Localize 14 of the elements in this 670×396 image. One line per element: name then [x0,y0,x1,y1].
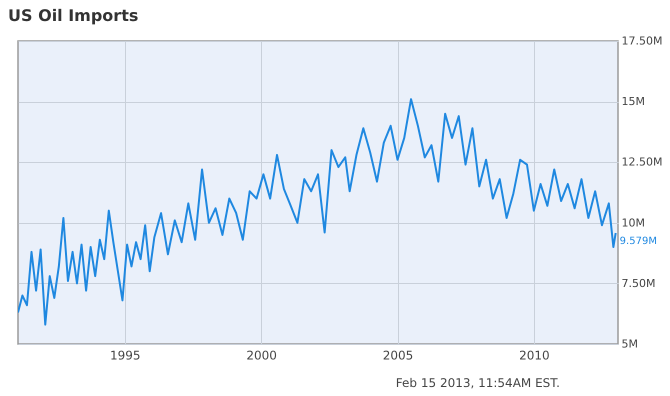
x-tick-label: 2000 [246,348,277,362]
y-tick-label: 17.50M [622,34,662,48]
text: Feb 15 2013, 11:54AM EST. [396,376,560,390]
y-tick-label: 7.50M [622,276,656,290]
annotation: 9.579M [620,236,657,248]
y-tick-label: 10M [622,216,645,230]
x-tick-label: 2005 [382,348,414,362]
y-tick-label: 12.50M [622,156,662,169]
x-tick-label: 2010 [519,348,550,362]
y-tick-label: 15M [622,95,645,108]
line-series [18,98,617,326]
y-tick-label: 5M [622,338,638,350]
x-tick-label: 1995 [110,348,141,362]
chart-title: US Oil Imports [8,6,138,25]
